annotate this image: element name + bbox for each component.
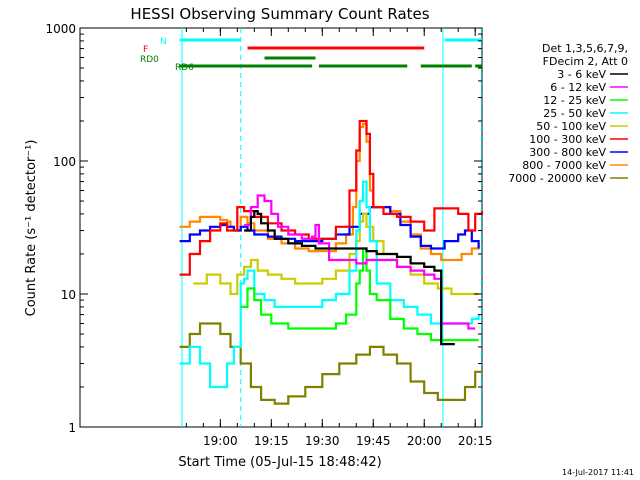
legend-header-line: Det 1,3,5,6,7,9, — [542, 42, 628, 55]
flag-label-rd6: RD6 — [175, 63, 194, 73]
series-line-100-300-kev — [179, 119, 484, 276]
legend-entry-label: 6 - 12 keV — [550, 81, 606, 94]
x-tick-label: 20:00 — [407, 434, 442, 448]
x-axis-label: Start Time (05-Jul-15 18:48:42) — [178, 455, 381, 470]
x-tick-label: 20:15 — [458, 434, 493, 448]
y-axis-label: Count Rate (s⁻¹ detector⁻¹) — [24, 140, 39, 317]
y-tick-label: 100 — [53, 155, 76, 169]
x-tick-label: 19:45 — [356, 434, 391, 448]
legend-entry-label: 100 - 300 keV — [529, 133, 606, 146]
chart-title: HESSI Observing Summary Count Rates — [130, 5, 429, 23]
legend-entry-label: 12 - 25 keV — [543, 94, 606, 107]
flag-label-rd0: RD0 — [140, 55, 159, 65]
series-line-25-50-kev — [179, 180, 480, 389]
flag-label-n: N — [160, 37, 167, 47]
legend-entry-label: 300 - 800 keV — [529, 146, 606, 159]
axes-layer: 1 10 100 1000 19:00 19:15 19:30 19:45 20:00 20:15 — [45, 22, 492, 448]
legend-entry-label: 800 - 7000 keV — [522, 159, 606, 172]
plot-frame — [79, 27, 483, 428]
legend-entry-label: 7000 - 20000 keV — [508, 172, 606, 185]
legend-entry-label: 50 - 100 keV — [536, 120, 606, 133]
legend: Det 1,3,5,6,7,9,FDecim 2, Att 03 - 6 keV… — [508, 42, 628, 185]
footer-timestamp: 14-Jul-2017 11:41 — [562, 468, 634, 477]
series-line-6-12-kev — [244, 194, 476, 330]
series-layer — [179, 28, 484, 427]
legend-entry-label: 25 - 50 keV — [543, 107, 606, 120]
legend-entry-label: 3 - 6 keV — [557, 68, 606, 81]
x-tick-label: 19:00 — [203, 434, 238, 448]
series-line-12-25-kev — [240, 247, 479, 342]
series-line-3-6-kev — [244, 210, 455, 346]
series-line-7000-20000-kev — [179, 322, 482, 405]
y-tick-label: 1000 — [45, 22, 76, 36]
x-tick-label: 19:30 — [305, 434, 340, 448]
x-tick-label: 19:15 — [254, 434, 289, 448]
legend-header-line: FDecim 2, Att 0 — [543, 55, 628, 68]
y-tick-label: 10 — [61, 288, 76, 302]
flag-label-f: F — [143, 45, 148, 55]
y-tick-label: 1 — [68, 421, 76, 435]
